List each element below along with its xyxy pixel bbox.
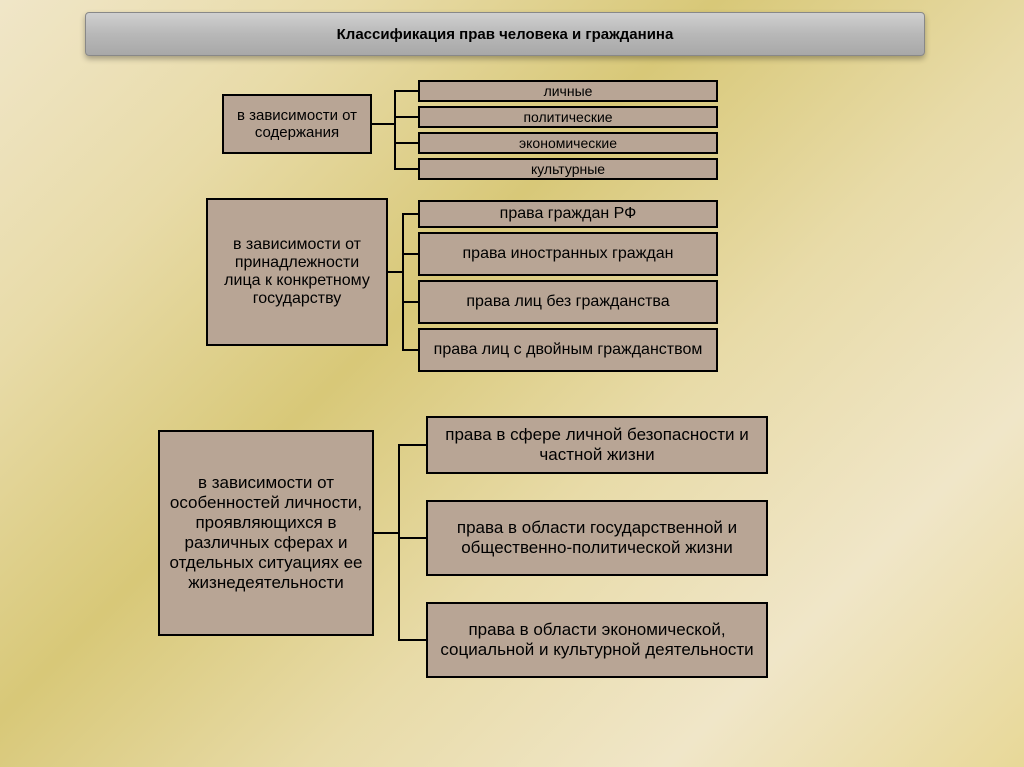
source-label: в зависимости от принадлежности лица к к… <box>216 236 378 308</box>
target-box: права в сфере личной безопасности и част… <box>426 416 768 474</box>
connector <box>398 537 426 539</box>
connector <box>394 90 418 92</box>
connector <box>402 253 418 255</box>
target-box: политические <box>418 106 718 128</box>
target-box: экономические <box>418 132 718 154</box>
source-label: в зависимости от особенностей личности, … <box>168 473 364 593</box>
target-box: права граждан РФ <box>418 200 718 228</box>
source-label: в зависимости от содержания <box>232 107 362 141</box>
target-box: культурные <box>418 158 718 180</box>
connector <box>402 213 418 215</box>
connector <box>398 639 426 641</box>
target-box: права лиц без гражданства <box>418 280 718 324</box>
connector <box>394 168 418 170</box>
source-box-3: в зависимости от особенностей личности, … <box>158 430 374 636</box>
target-box: права лиц с двойным гражданством <box>418 328 718 372</box>
connector <box>388 271 402 273</box>
source-box-1: в зависимости от содержания <box>222 94 372 154</box>
connector <box>402 301 418 303</box>
title-bar: Классификация прав человека и гражданина <box>85 12 925 56</box>
title-text: Классификация прав человека и гражданина <box>337 26 674 43</box>
connector <box>374 532 398 534</box>
connector <box>402 349 418 351</box>
connector <box>372 123 394 125</box>
connector <box>398 444 400 641</box>
connector <box>394 116 418 118</box>
connector <box>394 90 396 170</box>
source-box-2: в зависимости от принадлежности лица к к… <box>206 198 388 346</box>
connector <box>402 213 404 351</box>
connector <box>398 444 426 446</box>
connector <box>394 142 418 144</box>
target-box: права в области экономической, социально… <box>426 602 768 678</box>
target-box: права в области государственной и общест… <box>426 500 768 576</box>
target-box: личные <box>418 80 718 102</box>
target-box: права иностранных граждан <box>418 232 718 276</box>
